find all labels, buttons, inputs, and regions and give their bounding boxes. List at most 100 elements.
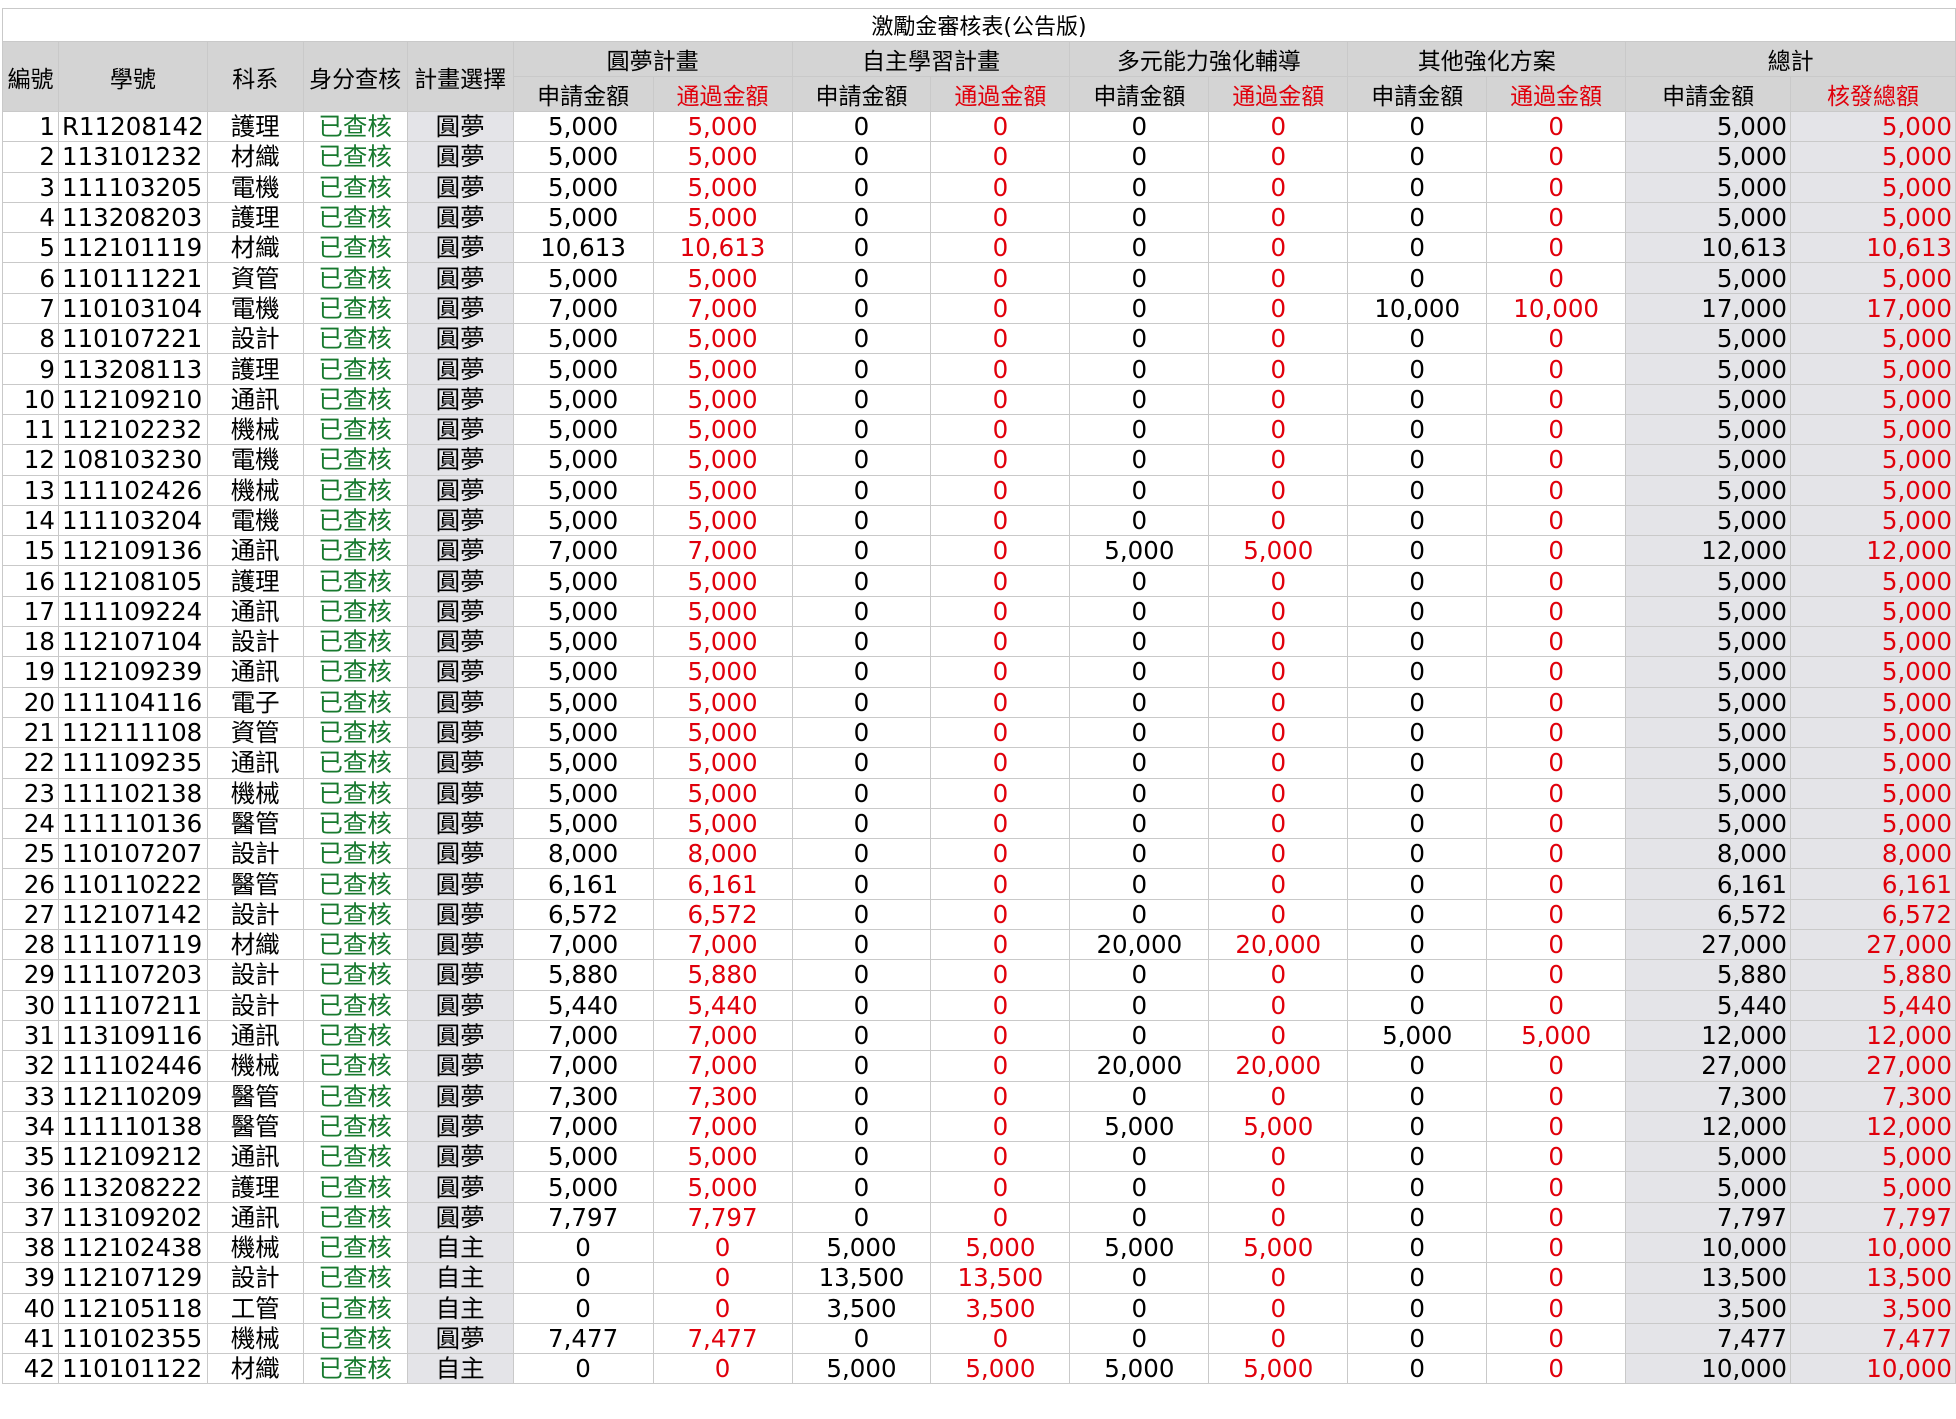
multi-applied: 0 (1069, 1171, 1210, 1203)
self-approved: 0 (930, 838, 1071, 870)
other-applied: 0 (1347, 474, 1488, 506)
self-applied: 0 (791, 656, 932, 688)
total-issued: 12,000 (1790, 535, 1956, 567)
table-row: 30 111107211 設計 已查核 圓夢 5,440 5,440 0 0 0 0 0 0 5,440 5… (2, 989, 1956, 1021)
multi-approved: 0 (1208, 838, 1349, 870)
self-applied: 0 (791, 444, 932, 476)
department: 醫管 (206, 807, 304, 840)
plan-choice: 圓夢 (406, 898, 514, 931)
other-approved: 0 (1486, 626, 1627, 658)
dream-approved: 7,797 (652, 1201, 793, 1233)
identity-check-status: 已查核 (302, 1292, 408, 1324)
student-id: 110110222 (57, 868, 208, 900)
dream-applied: 7,000 (512, 292, 654, 325)
department: 機械 (206, 474, 304, 506)
identity-check-status: 已查核 (302, 595, 408, 628)
other-applied: 0 (1347, 171, 1488, 203)
table-row: 34 111110138 醫管 已查核 圓夢 7,000 7,000 0 0 5,000 5,000… (2, 1110, 1956, 1143)
total-applied: 5,440 (1625, 989, 1792, 1021)
other-approved: 0 (1486, 686, 1627, 718)
student-id: 113208203 (57, 201, 208, 234)
self-approved: 0 (930, 1110, 1071, 1143)
other-applied: 0 (1347, 110, 1488, 143)
other-approved: 0 (1486, 1141, 1627, 1173)
self-approved: 3,500 (930, 1292, 1071, 1324)
student-id: 110101122 (57, 1353, 208, 1385)
row-index: 15 (2, 535, 59, 567)
identity-check-status: 已查核 (302, 474, 408, 506)
row-index: 24 (2, 807, 59, 840)
other-applied: 0 (1347, 807, 1488, 840)
plan-choice: 圓夢 (406, 1050, 514, 1082)
multi-applied: 0 (1069, 262, 1210, 294)
multi-applied: 0 (1069, 1080, 1210, 1112)
self-applied: 0 (791, 868, 932, 900)
other-applied: 0 (1347, 656, 1488, 688)
other-approved: 0 (1486, 1353, 1627, 1385)
total-issued: 5,440 (1790, 989, 1956, 1021)
total-issued: 5,000 (1790, 716, 1956, 749)
multi-approved: 0 (1208, 474, 1349, 506)
total-issued: 7,477 (1790, 1322, 1956, 1355)
total-applied: 7,300 (1625, 1080, 1792, 1112)
self-approved: 0 (930, 868, 1071, 900)
multi-approved: 0 (1208, 171, 1349, 203)
total-issued: 3,500 (1790, 1292, 1956, 1324)
multi-applied: 0 (1069, 1141, 1210, 1173)
multi-approved: 0 (1208, 1080, 1349, 1112)
self-applied: 0 (791, 413, 932, 446)
plan-choice: 圓夢 (406, 747, 514, 779)
other-applied: 0 (1347, 686, 1488, 718)
self-approved: 0 (930, 504, 1071, 537)
self-approved: 0 (930, 413, 1071, 446)
department: 通訊 (206, 747, 304, 779)
total-issued: 12,000 (1790, 1110, 1956, 1143)
plan-choice: 圓夢 (406, 656, 514, 688)
total-issued: 5,000 (1790, 353, 1956, 385)
other-applied: 10,000 (1347, 292, 1488, 325)
student-id: 113109116 (57, 1019, 208, 1052)
self-applied: 0 (791, 686, 932, 718)
dream-approved: 5,000 (652, 383, 793, 415)
multi-applied: 0 (1069, 444, 1210, 476)
total-issued: 27,000 (1790, 1050, 1956, 1082)
plan-choice: 圓夢 (406, 1322, 514, 1355)
row-index: 17 (2, 595, 59, 628)
student-id: 110111221 (57, 262, 208, 294)
row-index: 29 (2, 959, 59, 991)
total-issued: 5,000 (1790, 383, 1956, 415)
plan-choice: 圓夢 (406, 444, 514, 476)
self-approved: 0 (930, 626, 1071, 658)
other-applied: 0 (1347, 444, 1488, 476)
multi-applied: 0 (1069, 141, 1210, 173)
multi-applied: 0 (1069, 1322, 1210, 1355)
header-index: 編號 (2, 41, 59, 112)
identity-check-status: 已查核 (302, 1262, 408, 1294)
plan-choice: 自主 (406, 1231, 514, 1264)
multi-applied: 0 (1069, 747, 1210, 779)
student-id: 110107221 (57, 323, 208, 355)
dream-applied: 7,000 (512, 929, 654, 961)
table-row: 6 110111221 資管 已查核 圓夢 5,000 5,000 0 0 0 0 0 0 5,000 5,… (2, 262, 1956, 294)
other-applied: 0 (1347, 323, 1488, 355)
self-approved: 5,000 (930, 1231, 1071, 1264)
dream-applied: 7,000 (512, 1110, 654, 1143)
total-applied: 10,000 (1625, 1231, 1792, 1264)
dream-approved: 5,000 (652, 171, 793, 203)
multi-approved: 0 (1208, 777, 1349, 809)
dream-approved: 5,000 (652, 353, 793, 385)
plan-choice: 圓夢 (406, 989, 514, 1021)
department: 醫管 (206, 1110, 304, 1143)
dream-applied: 5,000 (512, 383, 654, 415)
row-index: 37 (2, 1201, 59, 1233)
student-id: 112110209 (57, 1080, 208, 1112)
dream-applied: 0 (512, 1353, 654, 1385)
total-applied: 5,000 (1625, 716, 1792, 749)
header-applied: 申請金額 (1069, 76, 1210, 112)
table-row: 31 113109116 通訊 已查核 圓夢 7,000 7,000 0 0 0 0 5,000 5,0… (2, 1019, 1956, 1052)
dream-approved: 5,000 (652, 777, 793, 809)
identity-check-status: 已查核 (302, 1201, 408, 1233)
multi-approved: 0 (1208, 989, 1349, 1021)
dream-applied: 5,000 (512, 444, 654, 476)
self-applied: 0 (791, 777, 932, 809)
